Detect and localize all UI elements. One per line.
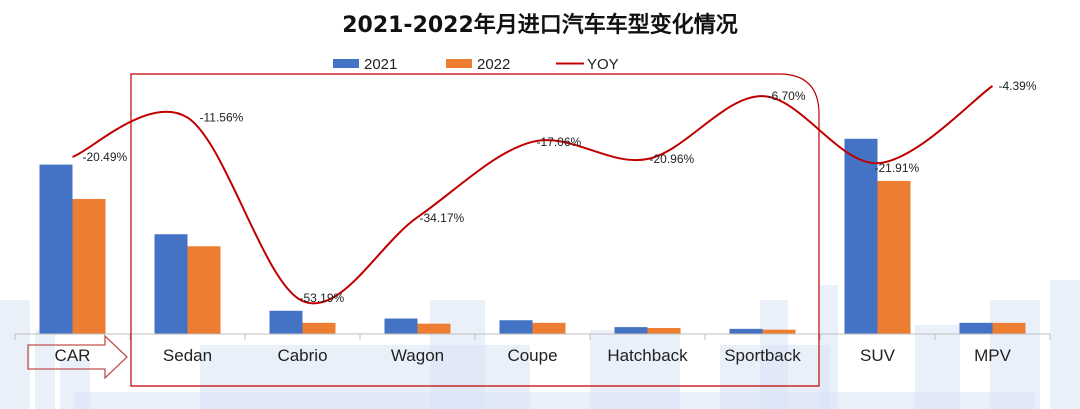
bar-2022-hatchback	[647, 327, 681, 334]
x-tick-label-sedan: Sedan	[163, 346, 212, 365]
bar-2021-hatchback	[614, 327, 648, 334]
bar-2022-sedan	[187, 246, 221, 334]
yoy-data-label-sedan: -11.56%	[200, 111, 244, 125]
watermark-block	[430, 300, 485, 409]
bar-2021-coupe	[499, 320, 533, 334]
x-tick-label-coupe: Coupe	[507, 346, 557, 365]
bar-2022-suv	[877, 180, 911, 334]
x-tick-label-car: CAR	[55, 346, 91, 365]
legend: 2021 2022 YOY	[333, 56, 619, 73]
yoy-series	[72, 85, 994, 305]
yoy-data-label-sportback: -6.70%	[768, 89, 806, 103]
annotations	[27, 73, 820, 387]
bar-2021-car	[39, 164, 73, 334]
x-tick-label-cabrio: Cabrio	[277, 346, 327, 365]
watermark-block	[820, 285, 838, 409]
legend-label-2022: 2022	[477, 56, 510, 73]
legend-label-2021: 2021	[364, 56, 397, 73]
bar-2021-cabrio	[269, 310, 303, 334]
yoy-line	[72, 85, 994, 305]
background-watermark	[0, 280, 1080, 409]
watermark-block	[990, 300, 1040, 409]
chart-title: 2021-2022年月进口汽车车型变化情况	[342, 13, 738, 38]
legend-swatch-2021	[333, 59, 359, 68]
bar-2022-sportback	[762, 329, 796, 334]
bar-2022-cabrio	[302, 322, 336, 334]
bar-2022-mpv	[992, 322, 1026, 334]
bar-2021-suv	[844, 138, 878, 334]
x-axis: CAR Sedan Cabrio Wagon Coupe Hatchback Sportba…	[14, 333, 1051, 365]
x-tick-label-hatchback: Hatchback	[607, 346, 688, 365]
bar-2021-mpv	[959, 322, 993, 334]
bar-2022-wagon	[417, 323, 451, 334]
x-tick-label-suv: SUV	[860, 346, 896, 365]
yoy-data-label-wagon: -34.17%	[420, 211, 465, 225]
data-labels: -20.49% -11.56% -53.19% -34.17% -17.06% -20.9…	[83, 79, 1037, 305]
yoy-data-label-coupe: -17.06%	[537, 135, 582, 149]
bar-2022-car	[72, 198, 106, 334]
bar-2022-coupe	[532, 322, 566, 334]
legend-swatch-2022	[446, 59, 472, 68]
bar-2021-sedan	[154, 234, 188, 334]
yoy-data-label-mpv: -4.39%	[999, 79, 1037, 93]
watermark-block	[75, 392, 1035, 409]
watermark-block	[760, 300, 788, 409]
watermark-block	[0, 300, 30, 409]
bar-2021-sportback	[729, 328, 763, 334]
highlight-bracket	[130, 73, 820, 387]
x-tick-label-wagon: Wagon	[391, 346, 444, 365]
watermark-block	[1050, 280, 1080, 409]
bar-2021-wagon	[384, 318, 418, 334]
car-arrow-outline	[27, 334, 128, 380]
yoy-data-label-cabrio: -53.19%	[300, 291, 345, 305]
legend-label-yoy: YOY	[587, 56, 619, 73]
yoy-data-label-hatchback: -20.96%	[650, 152, 695, 166]
x-tick-label-sportback: Sportback	[724, 346, 801, 365]
bar-group	[39, 138, 1026, 334]
yoy-data-label-suv: -21.91%	[875, 161, 920, 175]
x-tick-label-mpv: MPV	[974, 346, 1012, 365]
yoy-data-label-car: -20.49%	[83, 150, 128, 164]
